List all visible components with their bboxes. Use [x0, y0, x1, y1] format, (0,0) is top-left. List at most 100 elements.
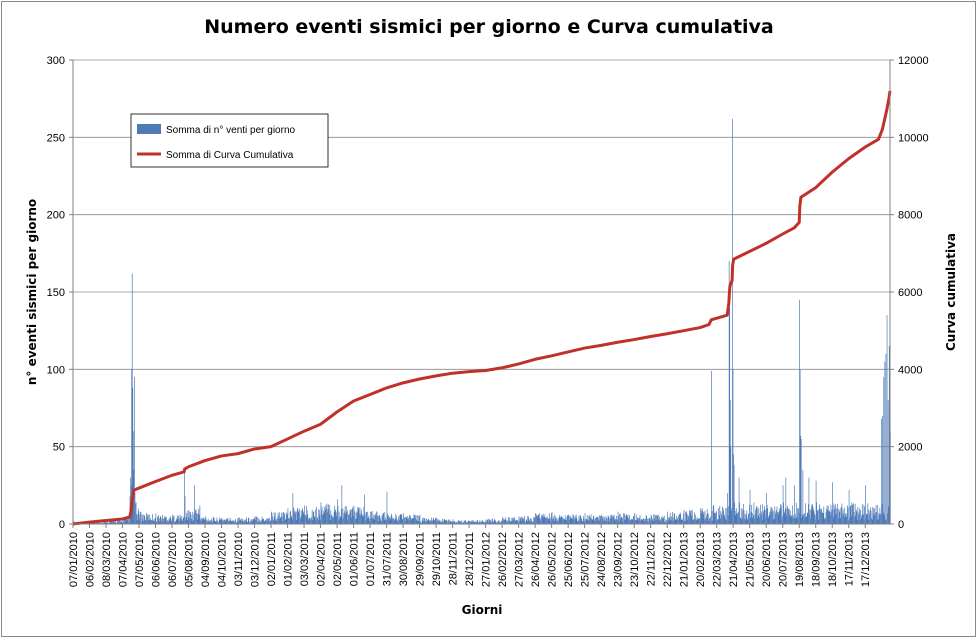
bar: [446, 519, 447, 524]
bar: [647, 518, 649, 524]
bar: [236, 522, 238, 524]
bar: [556, 518, 557, 524]
bar: [131, 369, 133, 524]
bar: [273, 512, 275, 524]
bar: [822, 512, 824, 524]
bar: [686, 513, 688, 524]
bar: [881, 418, 882, 524]
bar: [844, 515, 846, 524]
bar: [783, 511, 785, 524]
bar: [119, 521, 121, 524]
cumulative-line: [72, 90, 892, 526]
bar: [309, 517, 310, 524]
bar: [497, 521, 498, 524]
bar: [96, 522, 97, 524]
bar: [670, 520, 672, 524]
bar: [194, 485, 195, 524]
bar: [627, 517, 628, 524]
bar: [204, 519, 206, 524]
bar: [740, 517, 742, 524]
bar: [295, 511, 297, 524]
bar: [286, 515, 288, 524]
bar: [159, 516, 161, 524]
bar: [575, 514, 577, 524]
bar: [252, 521, 254, 524]
bar: [832, 503, 834, 524]
bar: [364, 494, 365, 524]
bar: [852, 504, 854, 524]
legend-bar-label: Somma di n° venti per giorno: [166, 125, 296, 136]
bar: [427, 519, 429, 524]
bar: [142, 518, 144, 524]
bar: [442, 522, 444, 524]
bar: [172, 518, 174, 524]
bar: [186, 513, 188, 524]
bar: [241, 518, 243, 524]
bar: [802, 469, 804, 524]
bar: [870, 507, 871, 524]
bar: [192, 520, 194, 524]
bar: [334, 510, 336, 524]
bar: [878, 519, 880, 524]
bar: [158, 521, 160, 524]
bar: [320, 519, 321, 524]
bar: [646, 515, 647, 524]
bar: [615, 520, 617, 524]
bar: [342, 519, 343, 524]
bar: [718, 515, 720, 524]
bar: [225, 519, 227, 524]
bar: [821, 509, 822, 524]
bar: [864, 506, 865, 524]
left-tick-label: 50: [53, 442, 65, 454]
x-tick-label: 07/05/2010: [134, 532, 146, 587]
bar: [353, 505, 355, 524]
bar: [147, 520, 149, 524]
bar: [306, 510, 308, 524]
bar: [715, 512, 717, 524]
bar: [725, 507, 727, 524]
bar: [295, 513, 296, 524]
bar: [539, 517, 541, 524]
bar: [180, 519, 182, 524]
bar: [386, 519, 387, 524]
bar: [817, 510, 819, 524]
bar: [479, 522, 480, 524]
bar: [624, 513, 625, 524]
bar: [614, 518, 616, 524]
bar: [384, 512, 386, 524]
bar: [704, 519, 705, 524]
bar: [532, 521, 534, 524]
bar: [752, 518, 754, 524]
bar: [421, 522, 422, 524]
bar: [432, 517, 434, 524]
bar: [842, 515, 843, 524]
bar: [658, 516, 660, 524]
bar: [643, 518, 645, 524]
bar: [369, 521, 371, 524]
bar: [688, 517, 690, 524]
bar: [800, 435, 802, 524]
bar: [757, 507, 759, 524]
x-tick-label: 20/07/2013: [778, 532, 790, 587]
bar: [852, 504, 853, 524]
bar: [339, 518, 340, 524]
bar: [129, 517, 130, 524]
left-tick-label: 250: [47, 132, 65, 144]
bar: [150, 518, 151, 524]
bar: [109, 520, 111, 524]
bar: [887, 513, 888, 524]
bar: [707, 513, 709, 524]
x-tick-label: 31/07/2011: [382, 532, 394, 586]
bar: [577, 520, 579, 524]
bar: [627, 514, 629, 524]
bar: [774, 506, 776, 524]
bar: [576, 521, 578, 524]
bar: [127, 519, 129, 524]
x-tick-label: 20/02/2013: [695, 532, 707, 587]
bar: [825, 518, 826, 524]
bar: [729, 307, 731, 524]
bar: [312, 520, 314, 524]
bar: [761, 519, 763, 524]
bar: [527, 521, 529, 524]
bar: [253, 519, 255, 524]
